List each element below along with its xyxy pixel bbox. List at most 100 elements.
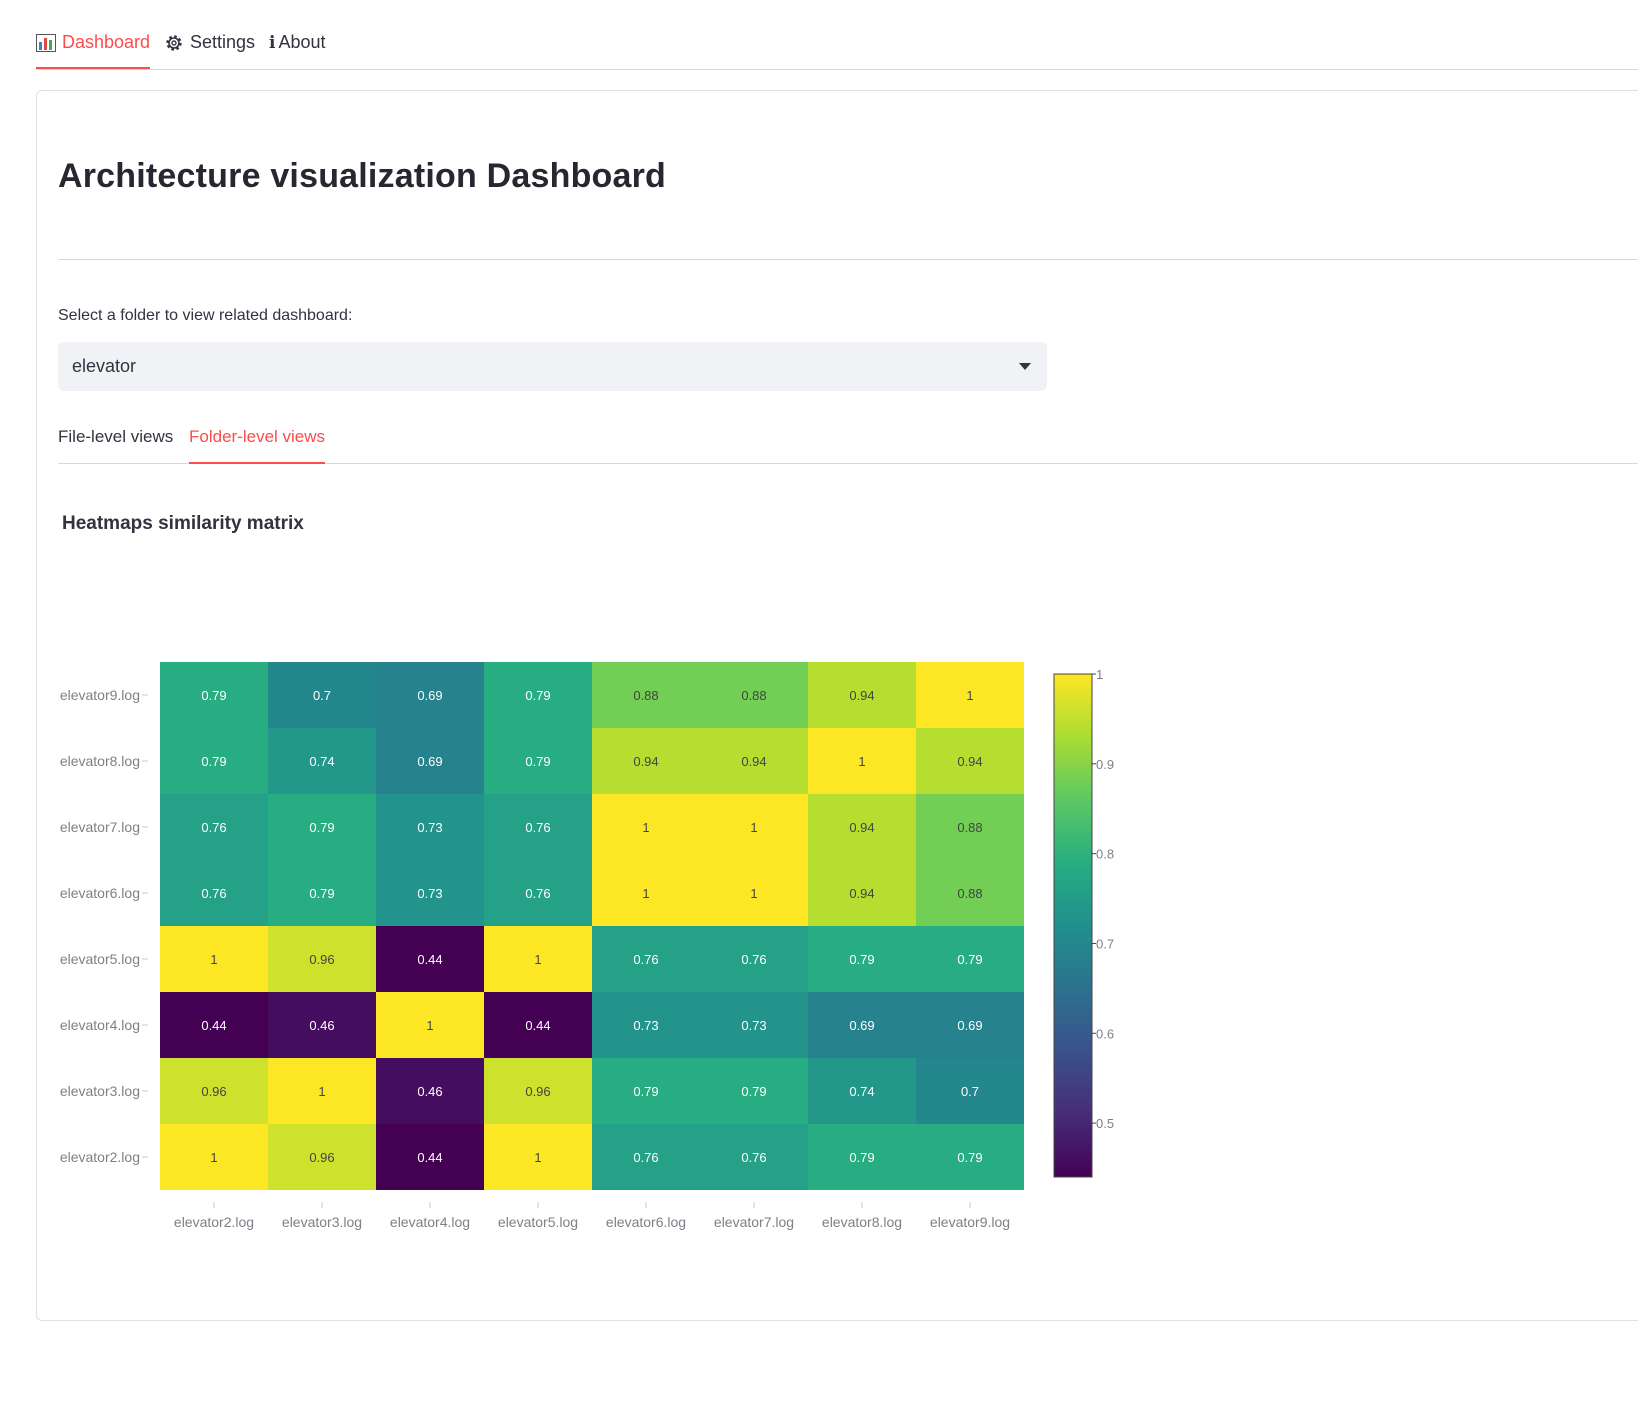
heatmap-cell-label: 1 xyxy=(642,886,649,901)
heatmap-cell xyxy=(808,662,916,728)
colorbar-tick-label: 0.6 xyxy=(1096,1026,1114,1041)
heatmap-cell xyxy=(484,1058,592,1124)
heatmap-cell-label: 0.79 xyxy=(201,754,226,769)
heatmap-cell xyxy=(160,794,268,860)
heatmap-cell xyxy=(916,794,1024,860)
heatmap-cell-label: 1 xyxy=(966,688,973,703)
y-tick-label: elevator8.log xyxy=(60,753,140,769)
heatmap-cell-label: 0.46 xyxy=(417,1084,442,1099)
heatmap-cell xyxy=(484,662,592,728)
heatmap-cell xyxy=(808,1058,916,1124)
heatmap-cell xyxy=(268,794,376,860)
heatmap-cell-label: 0.76 xyxy=(525,820,550,835)
colorbar-tick-label: 0.8 xyxy=(1096,847,1114,862)
heatmap-cell-label: 0.79 xyxy=(525,754,550,769)
heatmap-cell-label: 0.88 xyxy=(957,886,982,901)
y-tick-label: elevator4.log xyxy=(60,1017,140,1033)
tab-dashboard[interactable]: Dashboard xyxy=(36,32,151,69)
heatmap-cell xyxy=(916,992,1024,1058)
heatmap-cell-label: 0.69 xyxy=(417,754,442,769)
heatmap-cell xyxy=(268,1058,376,1124)
heatmap-cell-label: 0.73 xyxy=(741,1018,766,1033)
heatmap-cell xyxy=(916,1058,1024,1124)
heatmap-cell-label: 0.46 xyxy=(309,1018,334,1033)
heatmap-cell-label: 0.76 xyxy=(525,886,550,901)
heatmap-cell-label: 1 xyxy=(210,1150,217,1165)
heatmap-cell-label: 1 xyxy=(318,1084,325,1099)
heatmap-cell-label: 1 xyxy=(750,886,757,901)
heatmap-cell xyxy=(592,926,700,992)
heatmap-cell-label: 0.79 xyxy=(201,688,226,703)
x-tick-label: elevator3.log xyxy=(282,1214,362,1230)
colorbar-tick-label: 0.5 xyxy=(1096,1116,1114,1131)
folder-select[interactable]: elevator xyxy=(58,342,1047,391)
x-tick-label: elevator5.log xyxy=(498,1214,578,1230)
heatmap-cell xyxy=(592,992,700,1058)
heatmap-cell-label: 0.96 xyxy=(309,1150,334,1165)
heatmap-cell-label: 0.79 xyxy=(849,1150,874,1165)
heatmap-cell-label: 0.76 xyxy=(741,952,766,967)
heatmap-cell-label: 0.94 xyxy=(741,754,766,769)
heatmap-cell-label: 1 xyxy=(426,1018,433,1033)
tab-dashboard-label: Dashboard xyxy=(62,32,151,52)
heatmap-cell-label: 0.79 xyxy=(849,952,874,967)
heatmap-cell xyxy=(700,1058,808,1124)
tab-about[interactable]: i About xyxy=(269,32,326,68)
heatmap-cell-label: 0.73 xyxy=(417,886,442,901)
heatmap-cell-label: 0.76 xyxy=(201,820,226,835)
heatmap-cell xyxy=(376,992,484,1058)
heatmap-cell-label: 0.7 xyxy=(313,688,331,703)
heatmap-cell xyxy=(808,992,916,1058)
heatmap-cell xyxy=(700,860,808,926)
folder-select-value: elevator xyxy=(72,356,137,376)
x-tick-label: elevator4.log xyxy=(390,1214,470,1230)
heatmap-cell xyxy=(916,728,1024,794)
heatmap-cell xyxy=(808,1124,916,1190)
folder-select-label: Select a folder to view related dashboar… xyxy=(58,307,353,324)
x-tick-label: elevator9.log xyxy=(930,1214,1010,1230)
heatmap-cell xyxy=(376,794,484,860)
heatmap-cell xyxy=(376,1058,484,1124)
heatmap-cell xyxy=(592,662,700,728)
heatmap-cell-label: 0.44 xyxy=(525,1018,550,1033)
heatmap-cell xyxy=(484,1124,592,1190)
colorbar-tick-label: 1 xyxy=(1096,667,1103,682)
heatmap-cell xyxy=(160,728,268,794)
gear-icon xyxy=(164,32,184,54)
heatmap-cell-label: 1 xyxy=(210,952,217,967)
heatmap-cell-label: 0.94 xyxy=(849,886,874,901)
x-tick-label: elevator6.log xyxy=(606,1214,686,1230)
heatmap-cell xyxy=(700,728,808,794)
tab-about-label: About xyxy=(278,32,326,52)
heatmap-cell xyxy=(376,662,484,728)
heatmap-cell-label: 0.69 xyxy=(957,1018,982,1033)
y-tick-label: elevator7.log xyxy=(60,819,140,835)
heatmap-cell xyxy=(484,860,592,926)
heatmap-cell-label: 0.88 xyxy=(957,820,982,835)
info-icon: i xyxy=(269,33,276,53)
heatmap-cell-label: 0.69 xyxy=(417,688,442,703)
view-tabs: File-level views Folder-level views xyxy=(58,421,1638,464)
heatmap-cell xyxy=(808,728,916,794)
heatmap-cell xyxy=(484,926,592,992)
section-title: Heatmaps similarity matrix xyxy=(62,513,304,534)
heatmap-cell-label: 0.44 xyxy=(201,1018,226,1033)
heatmap-cell-label: 0.79 xyxy=(741,1084,766,1099)
heatmap-cell xyxy=(268,1124,376,1190)
heatmap-cell xyxy=(268,860,376,926)
tab-file-level-views[interactable]: File-level views xyxy=(58,427,174,446)
heatmap-cell-label: 0.44 xyxy=(417,952,442,967)
tab-folder-level-views[interactable]: Folder-level views xyxy=(189,427,326,464)
heatmap-cell-label: 0.79 xyxy=(957,1150,982,1165)
heatmap-cell-label: 0.7 xyxy=(961,1084,979,1099)
heatmap-cell-label: 0.76 xyxy=(633,952,658,967)
y-tick-label: elevator6.log xyxy=(60,885,140,901)
heatmap-cell xyxy=(268,662,376,728)
x-tick-label: elevator2.log xyxy=(174,1214,254,1230)
colorbar-tick-label: 0.7 xyxy=(1096,936,1114,951)
tab-settings[interactable]: Settings xyxy=(164,32,255,68)
heatmap-cell-label: 0.94 xyxy=(957,754,982,769)
top-nav: Dashboard Settings i About xyxy=(36,22,1638,70)
heatmap-cell-label: 0.94 xyxy=(849,820,874,835)
heatmap-cell-label: 0.79 xyxy=(633,1084,658,1099)
